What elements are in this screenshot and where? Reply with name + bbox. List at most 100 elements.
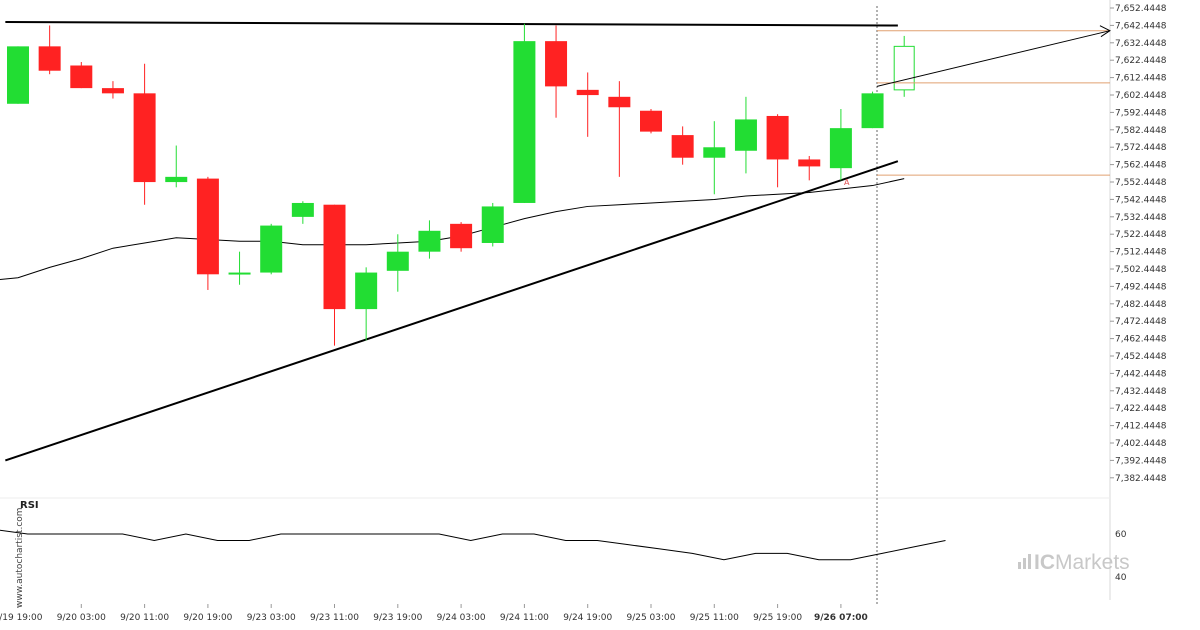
candle-body bbox=[228, 272, 251, 275]
time-tick-label: 9/25 03:00 bbox=[626, 613, 675, 623]
logo-text-markets: Markets bbox=[1055, 551, 1130, 574]
price-tick-label: 7,622.4448 bbox=[1115, 56, 1167, 66]
price-tick-label: 7,532.4448 bbox=[1115, 213, 1167, 223]
price-tick-label: 7,432.4448 bbox=[1115, 387, 1167, 397]
price-tick-label: 7,592.4448 bbox=[1115, 108, 1167, 118]
candle bbox=[70, 62, 93, 89]
candle bbox=[291, 201, 314, 224]
time-tick-label: 9/26 07:00 bbox=[814, 613, 868, 623]
candle bbox=[196, 176, 219, 290]
price-tick-label: 7,402.4448 bbox=[1115, 439, 1167, 449]
candle bbox=[481, 202, 504, 247]
candle-body bbox=[196, 178, 219, 275]
candle-body bbox=[101, 88, 124, 94]
candle bbox=[513, 23, 536, 203]
candle-body bbox=[133, 93, 156, 183]
price-tick-label: 7,382.4448 bbox=[1115, 474, 1167, 484]
price-tick-label: 7,452.4448 bbox=[1115, 352, 1167, 362]
candle-body bbox=[70, 65, 93, 89]
price-tick-label: 7,462.4448 bbox=[1115, 335, 1167, 345]
candle bbox=[576, 72, 599, 137]
price-tick-label: 7,442.4448 bbox=[1115, 369, 1167, 379]
price-tick-label: 7,652.4448 bbox=[1115, 4, 1167, 14]
candle-body bbox=[513, 41, 536, 203]
icmarkets-logo: ICMarkets bbox=[1018, 551, 1130, 574]
candle bbox=[608, 81, 631, 177]
watermark: www.autochartist.com bbox=[15, 507, 25, 608]
candle bbox=[450, 222, 473, 252]
time-tick-label: 9/23 11:00 bbox=[310, 613, 359, 623]
candle-body bbox=[640, 110, 662, 132]
candle-body bbox=[323, 204, 346, 310]
candle-body bbox=[671, 135, 694, 158]
candle-body bbox=[861, 93, 884, 129]
candle-body bbox=[829, 128, 852, 169]
candle-body bbox=[703, 147, 726, 158]
projection-arrow-head-icon bbox=[1099, 25, 1111, 38]
time-tick-label: 9/20 11:00 bbox=[120, 613, 169, 623]
time-tick-label: 9/23 03:00 bbox=[247, 613, 296, 623]
candle-body bbox=[545, 41, 568, 87]
moving-average-layer bbox=[0, 178, 905, 281]
candle-body bbox=[450, 223, 473, 249]
rsi-line bbox=[0, 529, 946, 561]
candle bbox=[734, 96, 757, 174]
logo-bar-icon bbox=[1023, 558, 1026, 569]
price-tick-label: 7,392.4448 bbox=[1115, 456, 1167, 466]
rsi-tick-label: 60 bbox=[1115, 530, 1127, 540]
candle bbox=[545, 25, 568, 118]
time-tick-label: 9/25 11:00 bbox=[690, 613, 739, 623]
rsi-title: RSI bbox=[20, 500, 39, 511]
candle bbox=[640, 108, 662, 134]
price-tick-label: 7,612.4448 bbox=[1115, 74, 1167, 84]
price-tick-label: 7,582.4448 bbox=[1115, 126, 1167, 136]
price-tick-label: 7,422.4448 bbox=[1115, 404, 1167, 414]
candle bbox=[418, 220, 441, 259]
price-tick-label: 7,542.4448 bbox=[1115, 195, 1167, 205]
candle bbox=[671, 126, 694, 165]
candle-body bbox=[291, 202, 314, 217]
price-tick-label: 7,572.4448 bbox=[1115, 143, 1167, 153]
logo-bar-icon bbox=[1028, 554, 1031, 569]
price-tick-label: 7,642.4448 bbox=[1115, 21, 1167, 31]
price-tick-label: 7,492.4448 bbox=[1115, 282, 1167, 292]
logo-text-ic: IC bbox=[1034, 551, 1055, 574]
time-tick-label: 9/24 03:00 bbox=[437, 613, 486, 623]
candle bbox=[703, 121, 726, 195]
trendline-layer bbox=[5, 20, 899, 462]
time-tick-label: 9/20 03:00 bbox=[57, 613, 106, 623]
pattern-marker-label: A bbox=[844, 178, 850, 187]
candle bbox=[766, 114, 789, 188]
candle-body bbox=[481, 206, 504, 243]
candle-body bbox=[798, 159, 821, 167]
logo-bar-icon bbox=[1018, 562, 1021, 569]
price-tick-label: 7,412.4448 bbox=[1115, 422, 1167, 432]
price-axis: 7,652.4448 7,642.4448 7,632.4448 7,622.4448… bbox=[1110, 4, 1167, 484]
candle bbox=[861, 91, 884, 129]
support-trendline bbox=[5, 160, 899, 462]
price-tick-label: 7,602.4448 bbox=[1115, 91, 1167, 101]
candle bbox=[165, 145, 188, 188]
candle bbox=[228, 251, 251, 285]
projection-arrow-line bbox=[876, 30, 1111, 87]
candle bbox=[38, 25, 61, 75]
rsi-tick-label: 40 bbox=[1115, 573, 1127, 583]
candle-body bbox=[386, 251, 409, 271]
candle bbox=[893, 35, 915, 97]
candle-body bbox=[355, 272, 378, 310]
price-tick-label: 7,552.4448 bbox=[1115, 178, 1167, 188]
candlestick-series bbox=[7, 23, 915, 346]
candle bbox=[133, 63, 156, 205]
time-tick-label: 9/25 19:00 bbox=[753, 613, 802, 623]
resistance-trendline bbox=[5, 20, 898, 27]
price-tick-label: 7,522.4448 bbox=[1115, 230, 1167, 240]
candle bbox=[260, 223, 283, 275]
candle-body bbox=[7, 46, 29, 104]
time-tick-label: 9/24 19:00 bbox=[563, 613, 612, 623]
price-tick-label: 7,482.4448 bbox=[1115, 300, 1167, 310]
candle-body bbox=[165, 176, 188, 183]
candle bbox=[7, 46, 29, 104]
time-axis: 9/19 19:00 9/20 03:00 9/20 11:00 9/20 19:00… bbox=[0, 604, 868, 623]
time-tick-label: 9/23 19:00 bbox=[373, 613, 422, 623]
